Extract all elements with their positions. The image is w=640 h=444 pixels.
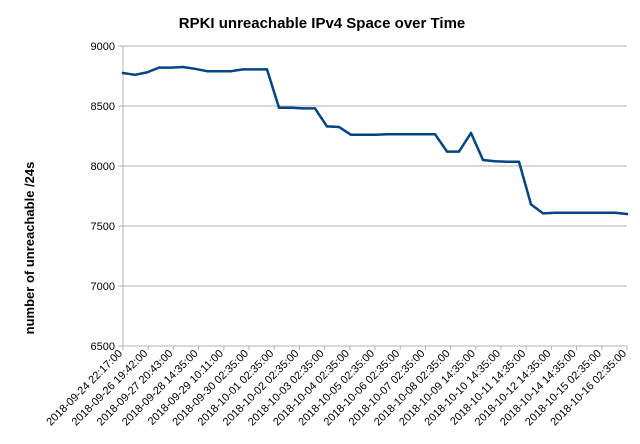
y-tick-label: 8500: [91, 101, 115, 113]
data-point: [361, 133, 365, 136]
data-point: [505, 160, 509, 163]
data-point: [601, 211, 605, 214]
data-point: [457, 150, 461, 153]
data-point: [397, 133, 401, 136]
data-point: [193, 67, 197, 71]
data-point: [277, 106, 281, 110]
data-point: [493, 160, 497, 163]
data-point: [301, 107, 305, 110]
data-point: [385, 133, 389, 136]
gridlines: [123, 45, 627, 347]
y-axis-title: number of unreachable /24s: [22, 162, 37, 335]
data-point: [313, 107, 317, 110]
data-point: [325, 125, 329, 128]
data-point: [409, 133, 413, 136]
data-point: [469, 131, 473, 135]
data-point: [121, 71, 125, 75]
data-point: [421, 133, 425, 136]
data-point: [553, 211, 557, 214]
data-point: [577, 211, 581, 214]
data-point: [565, 211, 569, 214]
data-point: [613, 211, 617, 214]
data-point: [445, 150, 449, 153]
data-point: [433, 133, 437, 136]
data-point: [529, 203, 533, 206]
y-tick-label: 6500: [91, 341, 115, 353]
data-point: [265, 68, 269, 71]
data-point: [181, 65, 185, 69]
series-line: [121, 65, 629, 216]
data-point: [373, 133, 377, 136]
data-point: [349, 133, 353, 136]
data-point: [337, 125, 341, 129]
data-point: [157, 66, 161, 69]
data-point: [241, 68, 245, 71]
data-point: [145, 71, 149, 74]
series-layer: [121, 65, 629, 216]
y-tick-label: 9000: [91, 41, 115, 53]
axes: [118, 45, 628, 350]
y-tick-label: 7000: [91, 281, 115, 293]
y-tick-labels: 6500 7000 7500 8000 8500 9000: [91, 41, 115, 353]
data-point: [289, 106, 293, 110]
data-point: [517, 160, 521, 163]
y-tick-label: 7500: [91, 221, 115, 233]
data-point: [169, 66, 173, 69]
data-point: [589, 211, 593, 214]
data-point: [217, 70, 221, 73]
data-point: [625, 212, 629, 216]
data-point: [229, 70, 233, 73]
data-point: [481, 158, 485, 162]
y-tick-label: 8000: [91, 161, 115, 173]
data-point: [541, 212, 545, 215]
chart-title: RPKI unreachable IPv4 Space over Time: [179, 15, 466, 32]
data-point: [253, 68, 257, 71]
data-point: [133, 73, 137, 77]
data-point: [205, 70, 209, 73]
